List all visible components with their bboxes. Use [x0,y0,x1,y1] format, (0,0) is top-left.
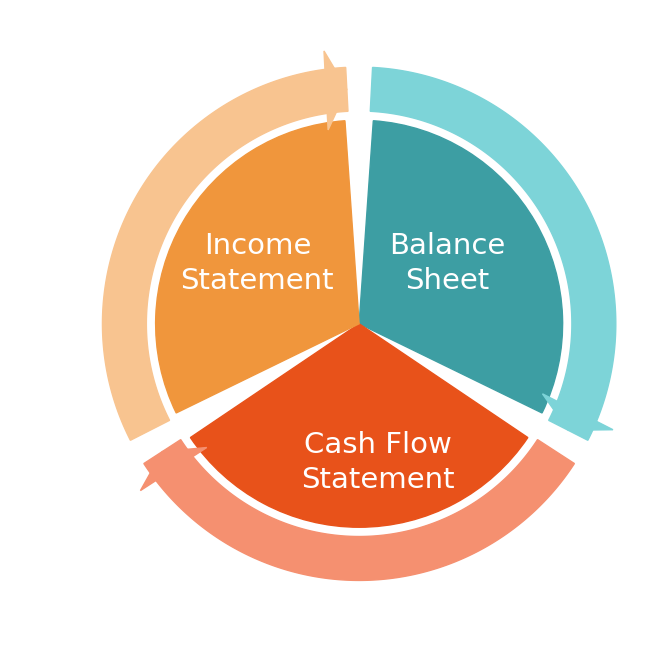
Polygon shape [144,440,575,581]
Wedge shape [156,121,359,413]
Text: Balance
Sheet: Balance Sheet [389,232,505,295]
Polygon shape [140,448,207,491]
Text: Income
Statement: Income Statement [181,232,334,295]
Polygon shape [542,394,613,430]
Wedge shape [359,121,562,413]
Polygon shape [324,51,347,130]
Wedge shape [190,324,528,527]
Polygon shape [102,67,348,440]
Text: Cash Flow
Statement: Cash Flow Statement [301,431,454,494]
Polygon shape [370,67,616,440]
